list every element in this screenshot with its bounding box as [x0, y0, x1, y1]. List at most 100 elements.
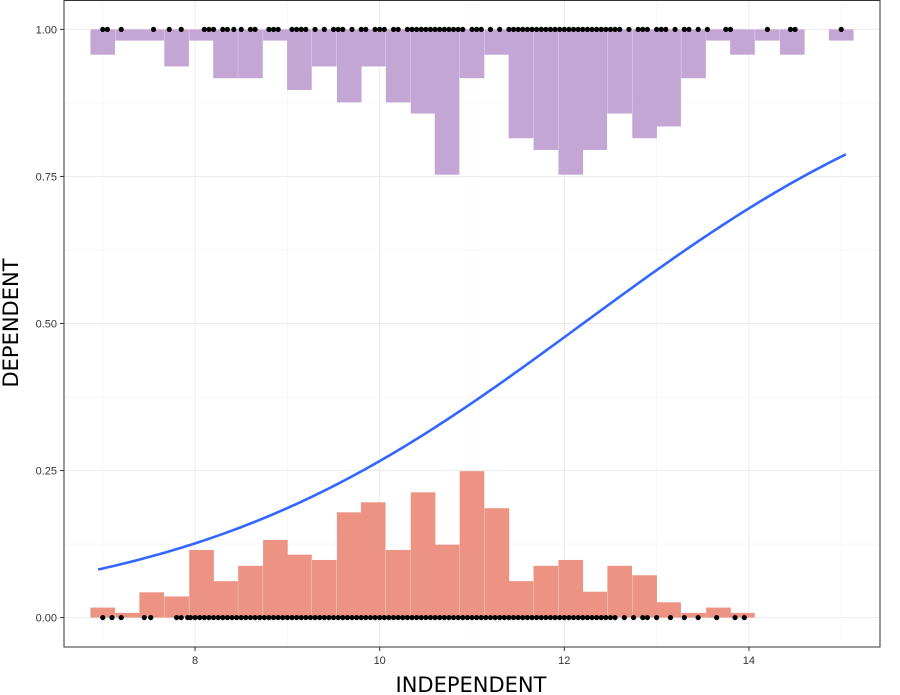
data-point-y1	[584, 26, 590, 33]
histogram-bar-y1	[632, 29, 657, 139]
histogram-bar-y0	[139, 592, 165, 618]
data-point-y1	[390, 26, 397, 33]
histogram-bar-y1	[582, 29, 608, 150]
histogram-bar-y1	[558, 29, 584, 175]
data-point-y1	[414, 26, 420, 33]
data-point-y0	[589, 614, 595, 621]
data-point-y0	[612, 614, 618, 621]
data-point-y0	[460, 614, 466, 621]
data-point-y0	[487, 614, 494, 621]
data-point-y1	[358, 26, 364, 33]
histogram-bar-y1	[828, 29, 854, 41]
histogram-bar-y1	[311, 29, 337, 67]
data-point-y0	[441, 614, 447, 621]
data-point-y0	[215, 614, 221, 621]
data-point-y0	[497, 614, 503, 621]
data-point-y1	[723, 26, 729, 33]
histogram-bar-y0	[164, 596, 189, 618]
y-tick-label: 0.75	[36, 171, 57, 183]
histogram-bar-y1	[336, 29, 362, 103]
x-tick-label: 12	[558, 655, 570, 667]
data-point-y1	[552, 26, 558, 33]
data-point-y0	[317, 614, 323, 621]
data-point-y0	[321, 614, 327, 621]
data-point-y0	[298, 614, 304, 621]
histogram-bar-y0	[730, 612, 755, 618]
data-point-y0	[654, 614, 660, 621]
histogram-bar-y1	[115, 29, 141, 41]
data-point-y0	[667, 614, 674, 621]
data-point-y1	[764, 26, 770, 33]
data-point-y0	[547, 614, 554, 621]
histogram-bar-y1	[360, 29, 386, 67]
data-point-y0	[584, 614, 590, 621]
data-point-y1	[166, 26, 172, 33]
data-point-y0	[483, 614, 489, 621]
x-axis-title: INDEPENDENT	[396, 673, 547, 695]
data-point-y0	[566, 614, 572, 621]
histograms	[90, 29, 854, 618]
data-point-y0	[390, 614, 397, 621]
data-point-y0	[243, 614, 249, 621]
histogram-bar-y0	[459, 471, 485, 618]
data-point-y1	[404, 26, 410, 33]
histogram-bar-y0	[533, 565, 559, 618]
data-point-y1	[409, 26, 415, 33]
data-point-y0	[367, 614, 374, 621]
data-point-y0	[148, 614, 154, 621]
data-point-y1	[557, 26, 563, 33]
data-point-y0	[363, 614, 369, 621]
data-point-y0	[423, 614, 429, 621]
data-point-y1	[580, 26, 586, 33]
histogram-bar-y0	[238, 565, 263, 618]
data-point-y0	[557, 614, 563, 621]
data-point-y0	[270, 614, 277, 621]
histogram-bar-y1	[730, 29, 755, 55]
data-point-y1	[538, 26, 544, 33]
data-point-y1	[612, 26, 618, 33]
data-point-y0	[570, 614, 577, 621]
data-point-y0	[524, 614, 530, 621]
histogram-bar-y1	[164, 29, 189, 67]
data-point-y1	[455, 26, 461, 33]
data-point-y1	[534, 26, 540, 33]
histogram-bar-y1	[263, 29, 288, 41]
data-point-y1	[594, 26, 600, 33]
histogram-bar-y0	[189, 549, 214, 618]
data-point-y0	[561, 614, 567, 621]
data-point-y1	[570, 26, 577, 33]
data-point-y0	[741, 614, 747, 621]
data-point-y0	[552, 614, 558, 621]
data-point-y0	[478, 614, 484, 621]
axis-ticks: 8 10 12 14 0.00 0.25 0.50 0.75 1.00	[36, 24, 755, 667]
data-point-y0	[238, 614, 244, 621]
histogram-bar-y0	[484, 508, 510, 618]
data-point-y0	[427, 614, 434, 621]
data-point-y0	[354, 614, 360, 621]
data-point-y1	[432, 26, 438, 33]
histogram-bar-y1	[484, 29, 510, 55]
data-point-y0	[594, 614, 600, 621]
data-point-y0	[575, 614, 581, 621]
histogram-bar-y1	[385, 29, 411, 103]
data-point-y0	[450, 614, 457, 621]
histogram-bar-y0	[607, 565, 633, 618]
histogram-bar-y0	[434, 544, 460, 618]
data-point-y1	[206, 26, 212, 33]
data-point-y0	[414, 614, 420, 621]
data-point-y0	[109, 614, 115, 621]
data-point-y1	[644, 26, 650, 33]
data-point-y1	[575, 26, 581, 33]
data-point-y0	[464, 614, 470, 621]
data-point-y1	[441, 26, 447, 33]
data-point-y1	[289, 26, 295, 33]
data-point-y0	[252, 614, 258, 621]
data-point-y1	[363, 26, 369, 33]
data-point-y1	[298, 26, 304, 33]
data-point-y1	[104, 26, 110, 33]
data-point-y0	[543, 614, 549, 621]
data-point-y1	[672, 26, 678, 33]
data-point-y0	[621, 614, 627, 621]
data-point-y1	[543, 26, 549, 33]
